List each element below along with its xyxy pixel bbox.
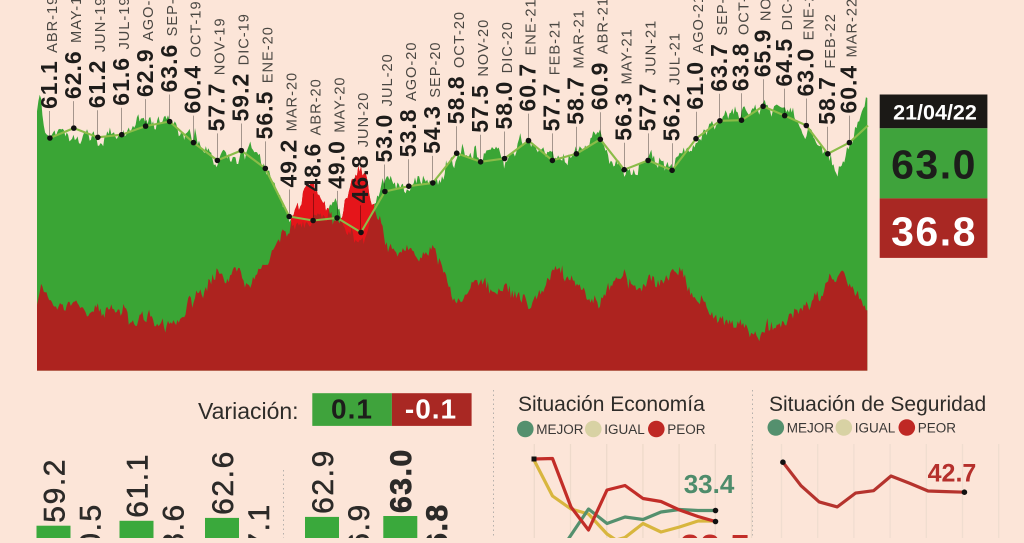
svg-text:32.5: 32.5 xyxy=(680,527,750,538)
svg-text:38.6: 38.6 xyxy=(157,503,190,538)
svg-text:-0.1: -0.1 xyxy=(405,394,457,425)
svg-text:37.1: 37.1 xyxy=(243,503,276,538)
svg-text:36.8: 36.8 xyxy=(891,209,977,255)
svg-text:58.7 FEB-22: 58.7 FEB-22 xyxy=(814,13,840,125)
svg-text:46.8 JUN-20: 46.8 JUN-20 xyxy=(347,92,373,204)
svg-text:PEOR: PEOR xyxy=(667,422,706,437)
svg-text:MEJOR: MEJOR xyxy=(536,422,584,437)
svg-text:61.1: 61.1 xyxy=(121,453,154,518)
svg-text:21/04/22: 21/04/22 xyxy=(893,100,977,124)
svg-text:33.4: 33.4 xyxy=(684,469,735,499)
svg-text:57.7 JUN-21: 57.7 JUN-21 xyxy=(634,20,660,132)
svg-text:62.9 AGO-19: 62.9 AGO-19 xyxy=(132,0,158,97)
svg-text:Variación:: Variación: xyxy=(198,398,299,424)
svg-text:36.8: 36.8 xyxy=(421,503,454,538)
svg-text:61.0 AGO-21: 61.0 AGO-21 xyxy=(682,0,708,110)
svg-text:IGUAL: IGUAL xyxy=(855,421,896,436)
svg-text:Situación de Seguridad: Situación de Seguridad xyxy=(769,393,986,416)
svg-text:42.7: 42.7 xyxy=(928,460,977,488)
svg-text:IGUAL: IGUAL xyxy=(604,422,645,437)
svg-text:Situación Economía: Situación Economía xyxy=(518,393,705,416)
svg-text:36.9: 36.9 xyxy=(343,503,376,538)
svg-text:MEJOR: MEJOR xyxy=(787,421,835,436)
svg-text:0.1: 0.1 xyxy=(331,394,373,425)
svg-text:63.0: 63.0 xyxy=(385,448,418,513)
svg-text:59.2: 59.2 xyxy=(38,458,71,523)
svg-text:63.0: 63.0 xyxy=(891,142,977,188)
svg-text:58.0 DIC-20: 58.0 DIC-20 xyxy=(491,21,517,129)
svg-text:40.5: 40.5 xyxy=(74,503,107,538)
svg-text:62.9: 62.9 xyxy=(307,449,340,514)
svg-text:PEOR: PEOR xyxy=(918,421,957,436)
svg-text:62.6: 62.6 xyxy=(207,450,240,515)
